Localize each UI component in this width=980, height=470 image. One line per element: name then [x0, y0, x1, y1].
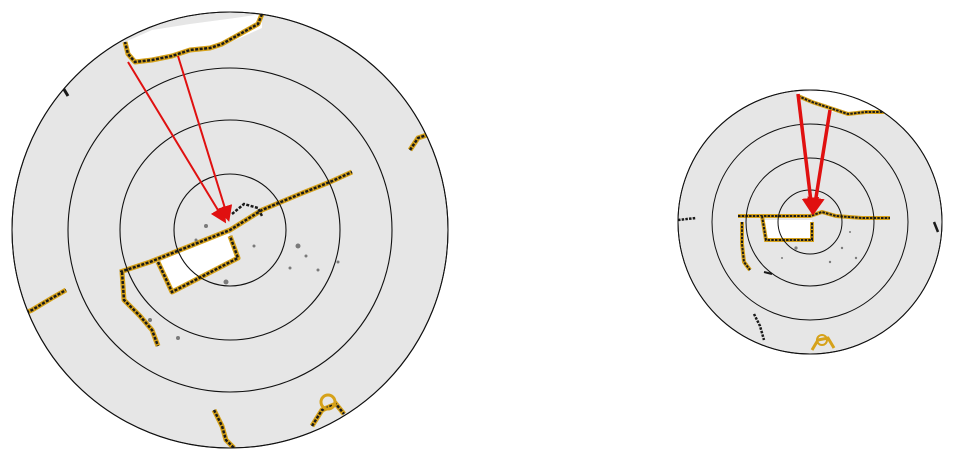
- right-ring-3: [711, 123, 909, 321]
- left-main-wall-core: [119, 170, 353, 274]
- right-top-free-region: [796, 90, 884, 114]
- right-box-wall-core: [761, 215, 813, 241]
- left-outer-ring: [11, 11, 449, 449]
- right-arrow-2: [807, 109, 832, 216]
- left-scan-panel: [11, 11, 449, 449]
- left-center-bump: [231, 202, 264, 217]
- left-arrow-1: [127, 61, 227, 224]
- right-right-wall: [932, 221, 940, 233]
- left-arrow-2: [177, 55, 233, 222]
- right-ring-2: [745, 157, 875, 287]
- right-arrow-1: [796, 93, 820, 216]
- right-bottom-wall-a: [752, 313, 766, 341]
- left-top-free-region: [125, 14, 262, 62]
- left-bottom-object: [319, 393, 337, 411]
- right-bottom-wall-b: [810, 336, 836, 351]
- right-bottom-object: [816, 334, 828, 346]
- right-vertical-wall-core: [741, 222, 751, 271]
- right-scan-panel: [677, 89, 943, 355]
- left-bottom-wall-a-core: [212, 409, 235, 448]
- left-ring-1: [173, 173, 287, 287]
- right-noise-points: [781, 231, 858, 264]
- right-outer-ring: [677, 89, 943, 355]
- right-lower-speck: [763, 271, 773, 275]
- right-edge-wall: [678, 216, 697, 222]
- left-ring-3: [67, 67, 393, 393]
- right-occupancy-map: [678, 90, 940, 351]
- left-box-free-region: [158, 232, 238, 290]
- left-top-wall-core: [123, 13, 264, 64]
- left-noise-points: [148, 224, 340, 340]
- left-bottom-wall-b-core: [310, 402, 345, 427]
- left-box-wall-core: [156, 235, 240, 294]
- left-vertical-wall-core: [120, 271, 160, 347]
- left-ring-2: [119, 119, 341, 341]
- right-box-free-region: [762, 220, 812, 240]
- right-top-wall-core: [797, 95, 884, 116]
